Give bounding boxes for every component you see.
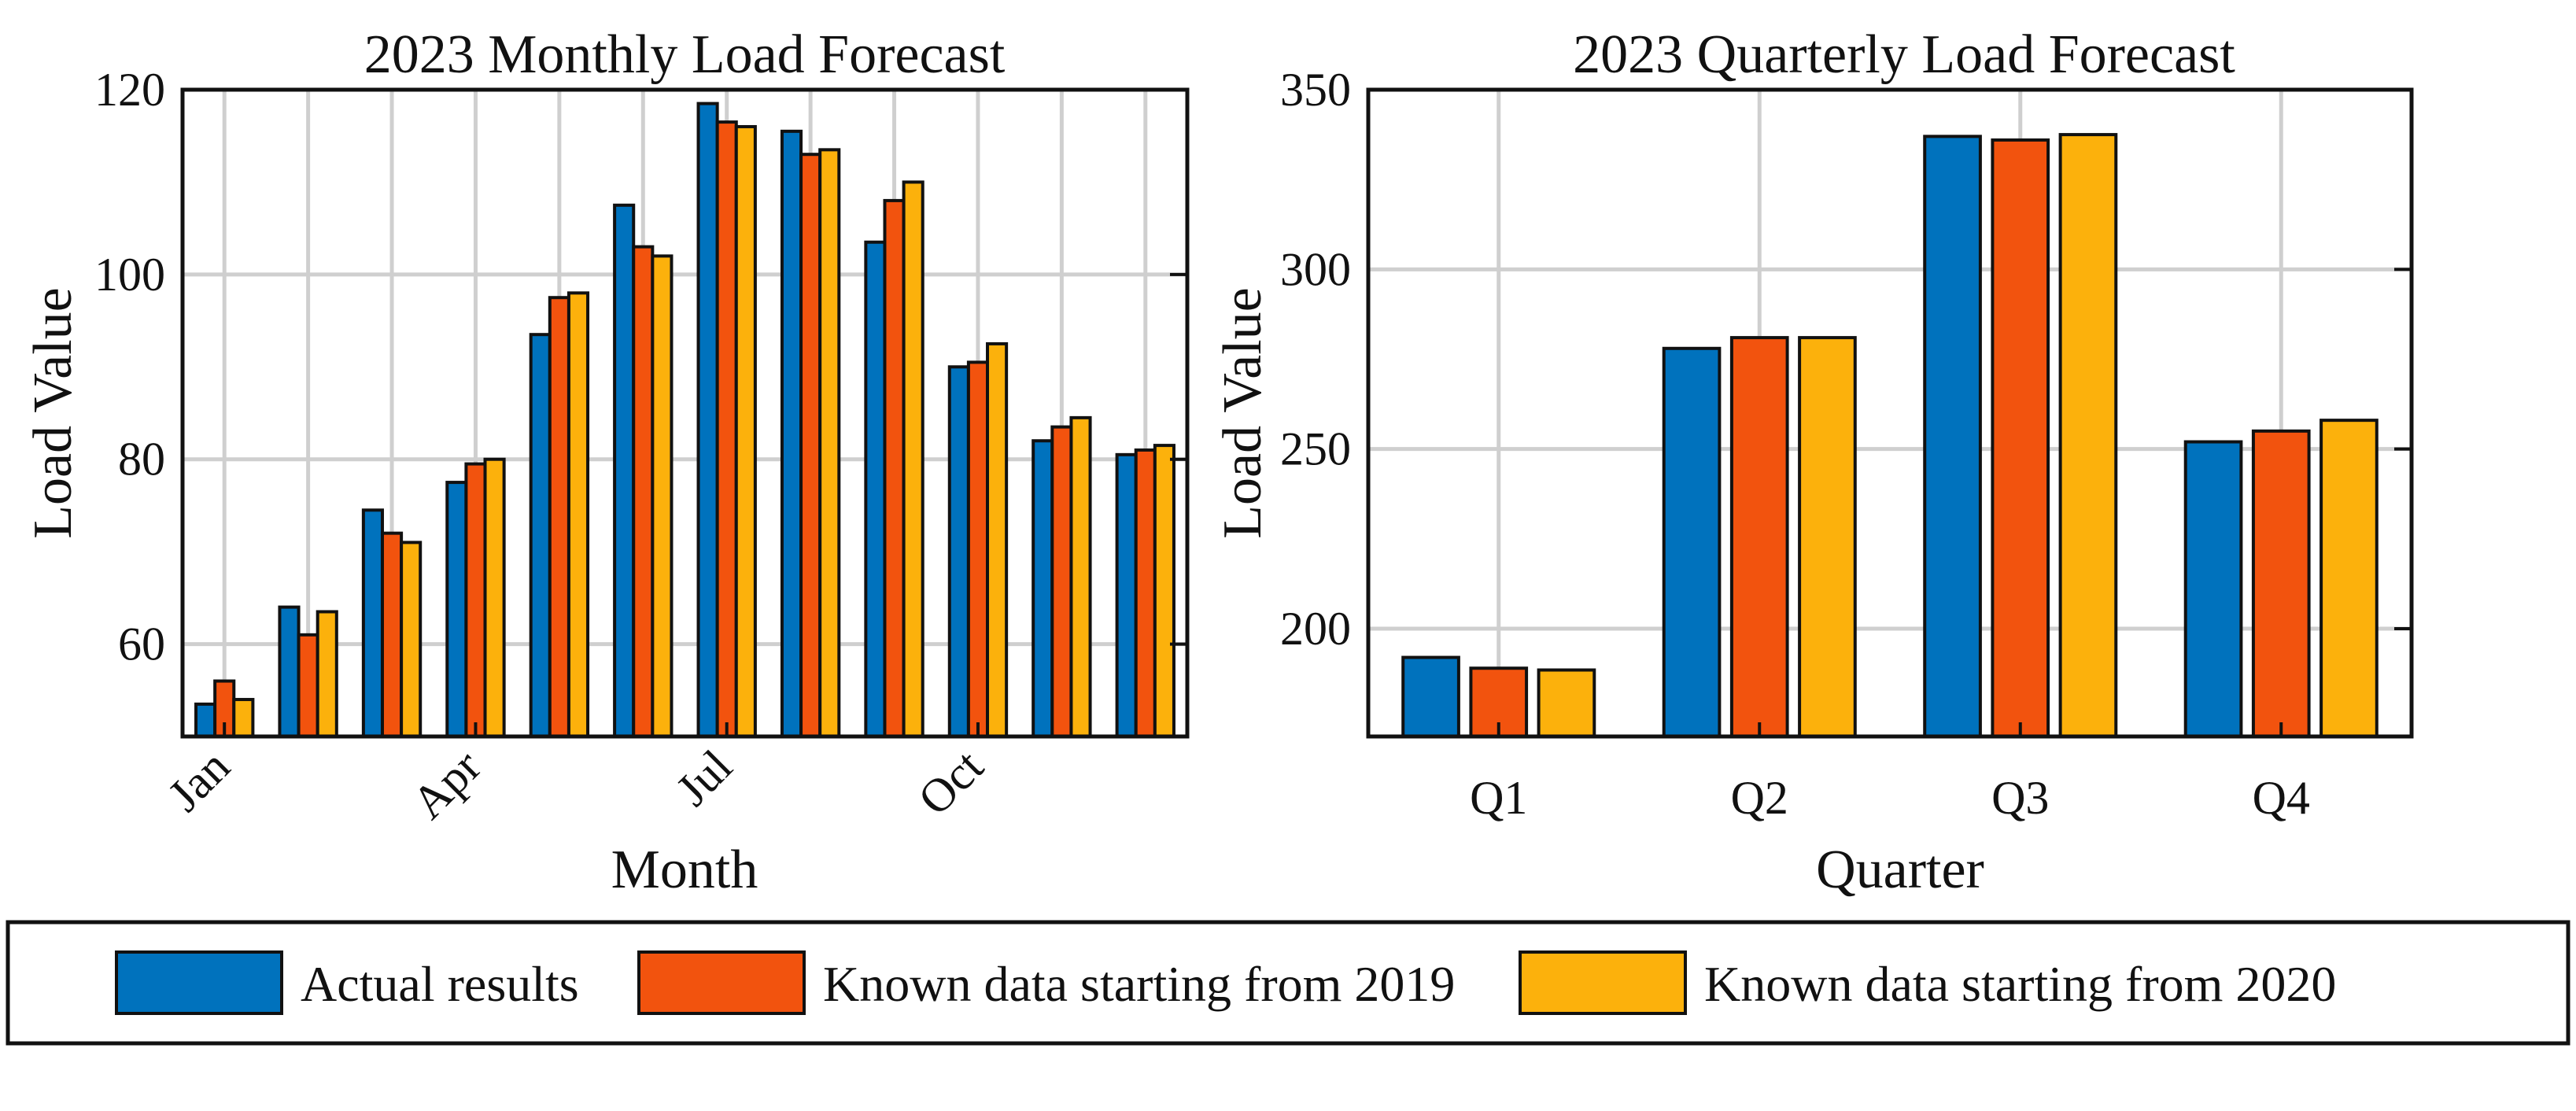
monthly-bar-from2020-may [566, 291, 590, 739]
monthly-bar-actual-mar [361, 508, 384, 738]
monthly-bar-from2020-jul [734, 124, 757, 738]
legend-box [6, 920, 2570, 1046]
quarterly-bar-from2020-q1 [1537, 668, 1596, 738]
quarterly-bar-from2020-q2 [1798, 336, 1857, 738]
legend-swatch-actual [115, 950, 283, 1015]
quarterly-y-tick-label: 250 [1280, 423, 1351, 475]
monthly-bar-from2020-nov [1069, 415, 1092, 738]
monthly-y-ticks: 60 80 100 120 [94, 64, 1187, 670]
monthly-bar-from2020-feb [316, 610, 338, 738]
quarterly-bar-actual-q3 [1923, 135, 1982, 739]
quarterly-y-tick-label: 350 [1280, 64, 1351, 116]
monthly-bar-actual-dec [1115, 452, 1138, 738]
monthly-bar-from2019-mar [380, 531, 404, 739]
monthly-y-tick-label: 80 [118, 434, 165, 485]
monthly-bar-actual-sep [864, 240, 887, 738]
quarterly-x-tick-label: Q4 [2253, 772, 2310, 824]
quarterly-bar-from2020-q4 [2320, 419, 2379, 739]
monthly-bar-from2020-jun [651, 254, 674, 739]
monthly-bar-actual-feb [278, 605, 301, 738]
monthly-bar-from2019-dec [1134, 448, 1157, 738]
monthly-x-tick-label: Jan [158, 740, 239, 821]
quarterly-y-axis-label: Load Value [1212, 287, 1273, 538]
quarterly-chart: 2023 Quarterly Load Forecast 200 250 300 35… [1212, 24, 2414, 900]
monthly-x-tick-label: Apr [402, 740, 491, 829]
monthly-bar-from2020-aug [818, 148, 841, 739]
monthly-bar-from2020-apr [483, 457, 506, 738]
monthly-bar-actual-nov [1032, 439, 1054, 738]
monthly-bar-from2019-jul [715, 120, 738, 739]
quarterly-x-axis-label: Quarter [1816, 840, 1984, 900]
monthly-bar-from2020-jan [232, 698, 255, 738]
legend-label-2019: Known data starting from 2019 [823, 956, 1455, 1012]
monthly-bar-from2020-oct [986, 341, 1009, 738]
monthly-bar-actual-oct [947, 365, 970, 738]
monthly-chart-title: 2023 Monthly Load Forecast [364, 24, 1006, 85]
quarterly-y-tick-label: 300 [1280, 243, 1351, 295]
monthly-bar-from2019-feb [297, 633, 319, 738]
monthly-x-tick-label: Oct [908, 740, 993, 825]
quarterly-plot-frame [1366, 87, 2414, 739]
monthly-y-axis-label: Load Value [23, 287, 83, 538]
quarterly-bar-from2019-q3 [1991, 138, 2050, 738]
monthly-chart: 2023 Monthly Load Forecast 60 80 100 120 Ja… [23, 24, 1190, 900]
monthly-x-axis-label: Month [611, 840, 758, 900]
monthly-y-tick-label: 120 [94, 64, 165, 116]
monthly-bar-from2020-mar [400, 541, 423, 739]
monthly-bar-actual-jun [613, 203, 636, 738]
legend-label-2020: Known data starting from 2020 [1704, 956, 2336, 1012]
quarterly-bar-from2020-q3 [2058, 133, 2118, 739]
monthly-plot-frame [180, 87, 1190, 739]
monthly-y-tick-label: 60 [118, 618, 165, 670]
monthly-x-tick-label: Jul [666, 740, 742, 816]
legend-swatch-2020 [1519, 950, 1687, 1015]
monthly-bars [194, 102, 1175, 739]
quarterly-x-ticks: Q1 Q2 Q3 Q4 [1470, 722, 2310, 824]
quarterly-x-tick-label: Q3 [1991, 772, 2049, 824]
quarterly-chart-title: 2023 Quarterly Load Forecast [1573, 24, 2235, 85]
monthly-bar-from2019-sep [883, 198, 906, 738]
legend-swatch-2019 [637, 950, 806, 1015]
monthly-bar-actual-apr [445, 481, 468, 738]
monthly-bar-from2020-sep [902, 180, 924, 738]
legend-label-actual: Actual results [301, 956, 579, 1012]
quarterly-bar-from2019-q2 [1729, 336, 1789, 738]
quarterly-bar-actual-q4 [2183, 440, 2243, 738]
monthly-bar-from2019-aug [799, 153, 822, 738]
monthly-bar-from2019-oct [966, 360, 990, 738]
monthly-bar-from2020-dec [1153, 444, 1175, 738]
quarterly-y-ticks: 200 250 300 350 [1280, 64, 2412, 655]
monthly-bar-actual-may [529, 333, 552, 738]
quarterly-bars [1401, 133, 2379, 739]
monthly-bar-actual-aug [780, 129, 803, 739]
quarterly-y-tick-label: 200 [1280, 603, 1351, 655]
monthly-bar-actual-jan [194, 702, 217, 739]
monthly-bar-from2019-jun [632, 245, 655, 738]
monthly-bar-actual-jul [696, 102, 719, 739]
quarterly-bar-actual-q2 [1662, 346, 1722, 738]
monthly-bar-from2019-apr [464, 462, 487, 738]
monthly-bar-from2019-nov [1050, 425, 1073, 738]
monthly-y-tick-label: 100 [94, 249, 165, 301]
quarterly-bar-from2019-q4 [2251, 429, 2311, 738]
legend: Actual results Known data starting from … [6, 920, 2570, 1046]
quarterly-bar-actual-q1 [1401, 655, 1460, 738]
quarterly-x-tick-label: Q2 [1731, 772, 1788, 824]
quarterly-x-tick-label: Q1 [1470, 772, 1527, 824]
monthly-bar-from2019-may [548, 296, 570, 738]
